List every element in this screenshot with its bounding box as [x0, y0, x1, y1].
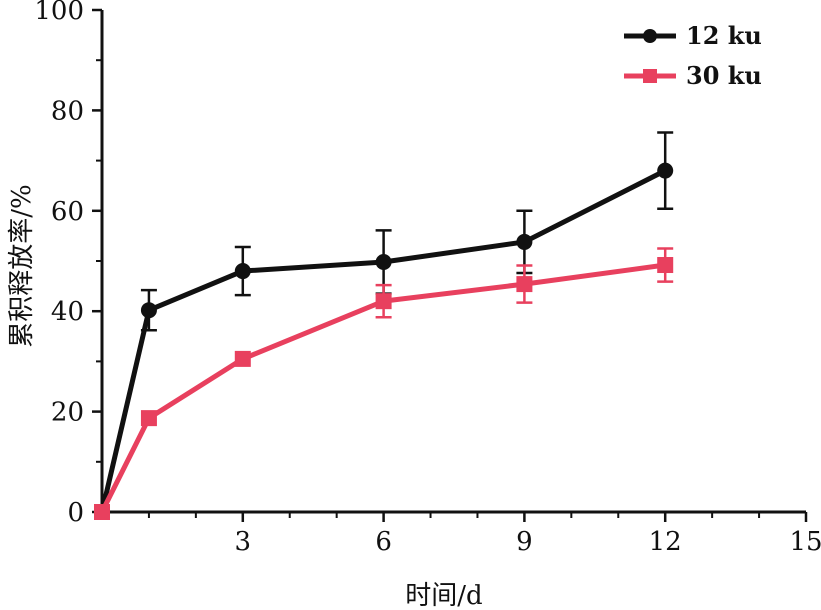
series-line [99, 168, 667, 513]
legend-marker [643, 29, 657, 43]
data-point [516, 233, 533, 250]
data-point [234, 350, 251, 367]
series-layer [94, 131, 674, 520]
y-tick-label: 20 [51, 398, 84, 428]
data-point [516, 276, 533, 293]
legend-marker [643, 69, 657, 83]
data-point [375, 254, 392, 271]
data-point [234, 263, 251, 280]
axes: 0 20 40 60 80 100 3 6 9 12 15 [34, 0, 821, 557]
x-tick-label: 15 [789, 527, 821, 557]
y-tick-label: 0 [67, 498, 84, 528]
y-tick-label: 60 [51, 197, 84, 227]
legend-label: 30 ku [686, 61, 762, 90]
y-tick-label: 80 [51, 96, 84, 126]
data-point [140, 302, 157, 319]
legend-item: 30 ku [624, 61, 762, 90]
data-point [140, 410, 157, 427]
data-point [657, 162, 674, 179]
y-axis-title: 累积释放率/% [7, 184, 37, 347]
data-point [375, 293, 392, 310]
series-2 [94, 247, 674, 520]
legend: 12 ku 30 ku [624, 21, 762, 90]
y-tick-label: 100 [34, 0, 84, 26]
x-tick-label: 6 [375, 527, 392, 557]
legend-label: 12 ku [686, 21, 762, 50]
series-line [99, 262, 666, 514]
data-point [94, 504, 110, 520]
legend-item: 12 ku [624, 21, 762, 50]
series-1 [94, 131, 674, 520]
x-tick-label: 3 [235, 527, 252, 557]
y-tick-label: 40 [51, 297, 84, 327]
x-tick-label: 9 [516, 527, 533, 557]
x-tick-label: 12 [649, 527, 682, 557]
data-point [657, 257, 674, 274]
x-axis-title: 时间/d [405, 581, 482, 610]
